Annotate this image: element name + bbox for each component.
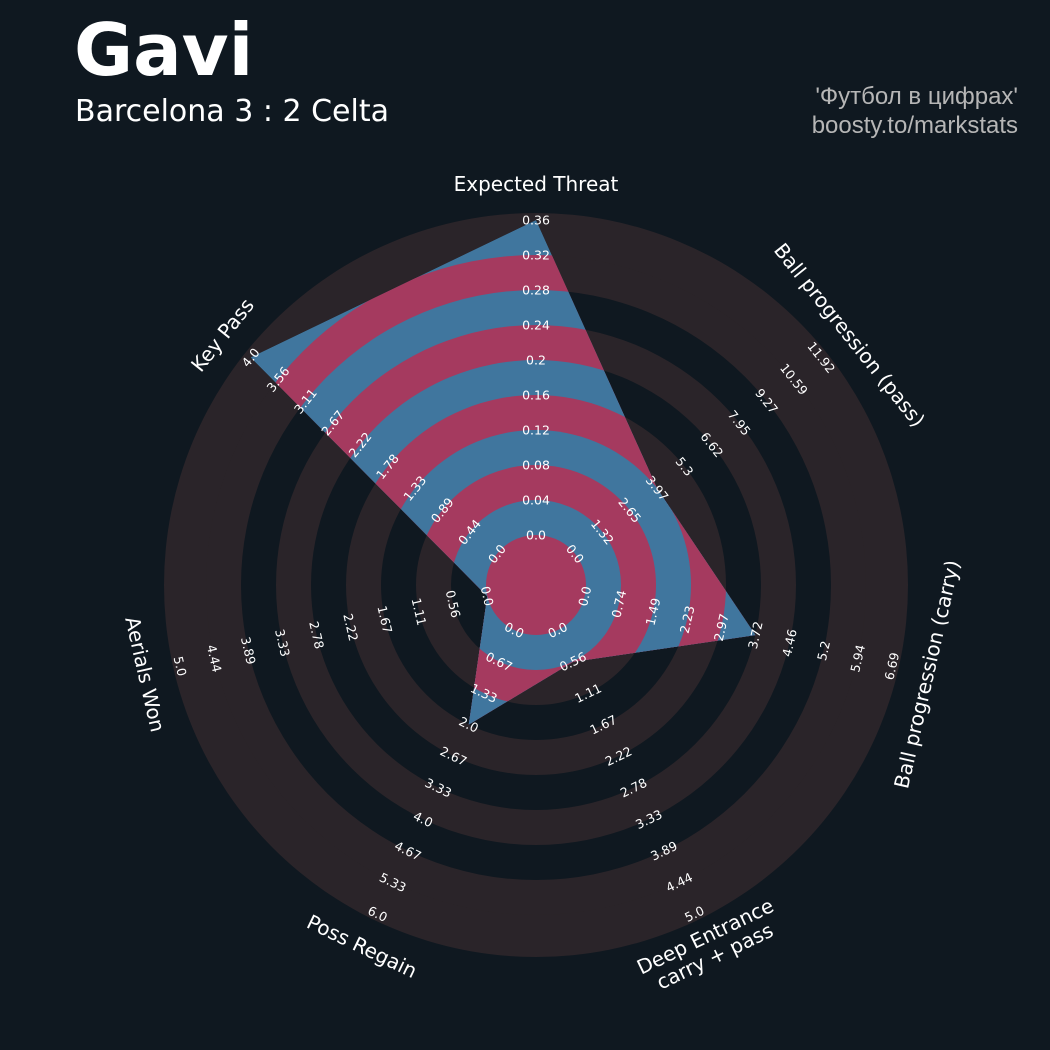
tick-label: 5.0 [171, 655, 190, 678]
param-label-line: Expected Threat [454, 172, 619, 196]
tick-label: 2.23 [677, 604, 698, 634]
tick-label: 0.36 [522, 213, 550, 228]
tick-label: 0.28 [522, 283, 550, 298]
match-subtitle: Barcelona 3 : 2 Celta [75, 94, 389, 129]
param-label: Expected Threat [454, 172, 619, 196]
tick-label: 5.94 [847, 643, 868, 674]
tick-label: 0.74 [608, 589, 629, 620]
tick-label: 2.78 [306, 620, 327, 651]
tick-label: 0.0 [575, 585, 594, 608]
tick-label: 0.12 [522, 423, 550, 438]
tick-label: 0.32 [522, 248, 550, 263]
param-label: Aerials Won [120, 614, 170, 734]
credit-channel: 'Футбол в цифрах' [815, 83, 1018, 110]
tick-label: 1.67 [374, 604, 395, 634]
tick-label: 4.44 [204, 643, 225, 674]
tick-label: 0.08 [522, 458, 550, 473]
tick-label: 0.56 [443, 589, 464, 620]
credit-url: boosty.to/markstats [811, 112, 1018, 139]
tick-label: 3.33 [272, 628, 293, 658]
tick-label: 3.89 [238, 635, 259, 666]
tick-label: 2.22 [340, 612, 361, 642]
param-label-line: Aerials Won [120, 614, 170, 734]
tick-label: 0.04 [522, 493, 550, 508]
tick-label: 3.72 [745, 620, 766, 650]
tick-label: 2.97 [711, 612, 732, 642]
tick-label: 0.0 [526, 528, 546, 543]
tick-label: 0.0 [478, 585, 497, 608]
credit-block: 'Футбол в цифрах' boosty.to/markstats [812, 82, 1018, 140]
tick-label: 6.69 [881, 651, 902, 682]
tick-label: 0.2 [526, 353, 546, 368]
tick-label: 0.24 [522, 318, 550, 333]
tick-label: 4.46 [779, 628, 800, 659]
tick-label: 1.11 [409, 596, 430, 626]
tick-label: 5.2 [814, 639, 833, 662]
tick-label: 1.49 [643, 596, 664, 627]
player-ring-band [486, 535, 586, 635]
tick-label: 0.16 [522, 388, 550, 403]
player-name-title: Gavi [74, 8, 254, 92]
